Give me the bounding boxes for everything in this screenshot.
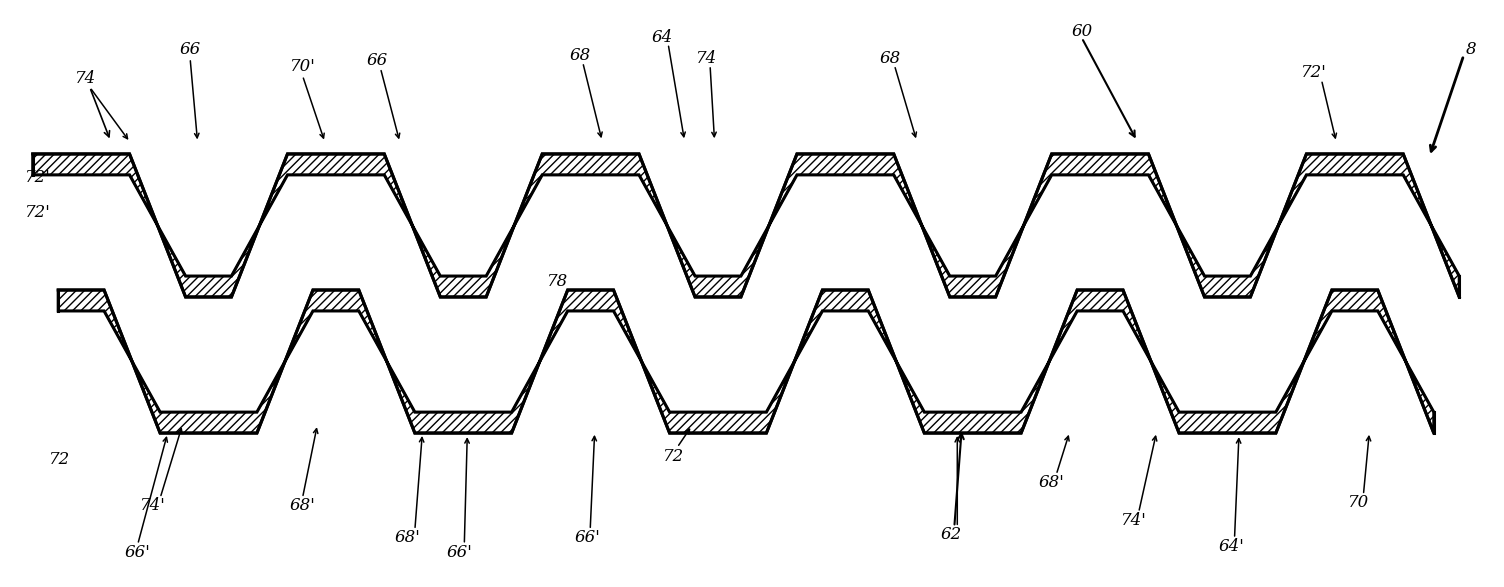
Text: 68': 68': [394, 529, 420, 546]
Text: 78: 78: [546, 274, 569, 291]
Text: 66': 66': [447, 544, 472, 561]
Polygon shape: [33, 154, 1459, 297]
Text: 62: 62: [940, 527, 963, 544]
Text: 68: 68: [880, 49, 901, 66]
Text: 74: 74: [75, 70, 96, 87]
Text: 60: 60: [1071, 23, 1092, 41]
Text: 74: 74: [696, 49, 717, 66]
Text: 64: 64: [651, 29, 672, 46]
Text: 72: 72: [663, 448, 684, 465]
Text: 8: 8: [1466, 41, 1477, 58]
Text: 74': 74': [140, 497, 165, 514]
Text: 72: 72: [50, 451, 71, 468]
Text: 68': 68': [1039, 474, 1065, 491]
Text: 66: 66: [179, 41, 200, 58]
Text: 72': 72': [1301, 64, 1327, 81]
Text: 64': 64': [1218, 538, 1244, 555]
Text: 70: 70: [1348, 494, 1370, 511]
Text: 72': 72': [26, 168, 51, 185]
Text: 70': 70': [290, 58, 316, 75]
Text: 66': 66': [575, 529, 600, 546]
Text: 68: 68: [569, 46, 590, 63]
Polygon shape: [59, 290, 1433, 433]
Text: 74': 74': [1120, 512, 1148, 529]
Text: 66: 66: [367, 52, 388, 69]
Text: 66': 66': [125, 544, 150, 561]
Text: 68': 68': [290, 497, 316, 514]
Text: 72': 72': [26, 204, 51, 221]
